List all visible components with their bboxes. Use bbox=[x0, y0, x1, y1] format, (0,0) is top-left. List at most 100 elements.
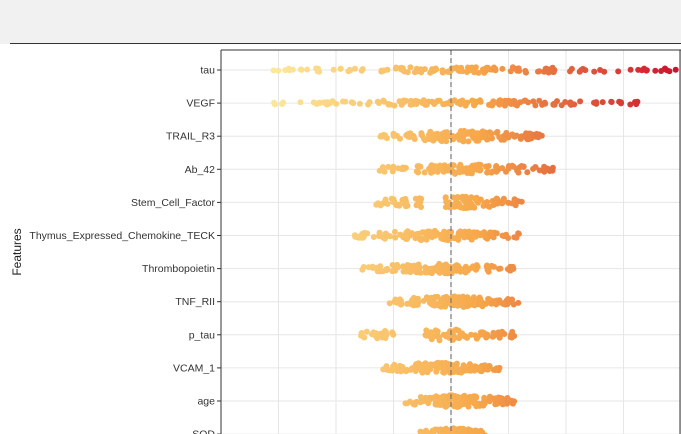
swarm-point bbox=[383, 266, 390, 273]
swarm-point bbox=[501, 331, 508, 337]
swarm-point bbox=[418, 204, 424, 210]
swarm-point bbox=[373, 201, 380, 208]
swarm-point bbox=[391, 228, 398, 235]
swarm-point bbox=[427, 69, 434, 76]
swarm-point bbox=[442, 399, 449, 406]
swarm-point bbox=[504, 132, 511, 139]
swarm-point bbox=[357, 234, 364, 241]
swarm-point bbox=[492, 401, 499, 408]
swarm-point bbox=[472, 195, 479, 202]
swarm-point bbox=[403, 229, 410, 236]
swarm-point bbox=[434, 301, 441, 308]
swarm-point bbox=[404, 264, 410, 271]
swarm-point bbox=[396, 98, 403, 105]
swarm-point bbox=[396, 362, 403, 369]
feature-swarm bbox=[386, 293, 522, 310]
swarm-point bbox=[455, 427, 461, 434]
swarm-point bbox=[434, 332, 441, 339]
swarm-point bbox=[484, 199, 490, 205]
swarm-point bbox=[450, 136, 457, 143]
swarm-point bbox=[481, 394, 488, 401]
swarm-point bbox=[374, 335, 381, 342]
swarm-point bbox=[599, 99, 606, 106]
y-tick-label: age bbox=[197, 396, 215, 408]
swarm-point bbox=[386, 300, 393, 307]
swarm-point bbox=[463, 202, 470, 208]
swarm-point bbox=[444, 129, 450, 136]
y-tick-label: SOD bbox=[192, 429, 215, 434]
swarm-point bbox=[484, 168, 491, 175]
swarm-point bbox=[473, 165, 480, 172]
swarm-point bbox=[627, 101, 634, 108]
swarm-point bbox=[389, 268, 396, 275]
swarm-point bbox=[663, 67, 670, 74]
swarm-point bbox=[403, 236, 410, 242]
swarm-point bbox=[340, 98, 346, 105]
swarm-point bbox=[632, 99, 638, 105]
swarm-point bbox=[417, 394, 424, 400]
swarm-point bbox=[509, 200, 516, 207]
swarm-point bbox=[409, 266, 416, 273]
swarm-point bbox=[436, 97, 443, 104]
swarm-point bbox=[532, 164, 539, 171]
swarm-point bbox=[486, 398, 493, 405]
swarm-point bbox=[426, 265, 433, 272]
swarm-point bbox=[409, 230, 416, 237]
swarm-point bbox=[597, 67, 604, 73]
swarm-point bbox=[297, 99, 304, 106]
swarm-point bbox=[480, 402, 487, 409]
swarm-point bbox=[568, 65, 575, 72]
swarm-point bbox=[464, 299, 471, 306]
swarm-point bbox=[427, 333, 434, 340]
feature-swarm bbox=[359, 260, 517, 277]
swarm-point bbox=[444, 68, 451, 75]
swarm-point bbox=[494, 200, 501, 207]
swarm-point bbox=[270, 67, 277, 74]
feature-swarm bbox=[377, 127, 545, 145]
swarm-point bbox=[427, 136, 434, 143]
swarm-point bbox=[275, 67, 282, 74]
swarm-point bbox=[453, 64, 460, 71]
swarm-point bbox=[424, 431, 431, 434]
swarm-point bbox=[384, 232, 391, 239]
swarm-point bbox=[533, 130, 540, 137]
swarm-point bbox=[380, 366, 387, 373]
swarm-point bbox=[397, 231, 404, 238]
swarm-point bbox=[473, 393, 480, 400]
swarm-point bbox=[658, 68, 665, 74]
swarm-point bbox=[392, 234, 399, 241]
swarm-point bbox=[466, 431, 473, 434]
swarm-point bbox=[591, 68, 598, 75]
swarm-point bbox=[418, 130, 425, 137]
swarm-point bbox=[504, 98, 511, 104]
swarm-point bbox=[535, 68, 541, 75]
swarm-point bbox=[499, 65, 506, 72]
swarm-point bbox=[447, 166, 454, 173]
swarm-point bbox=[453, 262, 460, 269]
swarm-point bbox=[446, 363, 453, 370]
swarm-point bbox=[411, 401, 418, 408]
swarm-point bbox=[465, 403, 472, 410]
swarm-point bbox=[501, 136, 507, 143]
swarm-point bbox=[498, 400, 505, 406]
swarm-point bbox=[407, 101, 414, 108]
swarm-point bbox=[396, 202, 403, 209]
swarm-point bbox=[434, 426, 440, 433]
swarm-point bbox=[440, 369, 447, 376]
swarm-point bbox=[437, 394, 444, 401]
swarm-point bbox=[608, 99, 615, 105]
swarm-point bbox=[383, 200, 390, 207]
swarm-point bbox=[543, 66, 550, 73]
swarm-point bbox=[466, 67, 473, 74]
top-toolbar-area bbox=[0, 0, 681, 44]
swarm-point bbox=[385, 101, 392, 107]
swarm-point bbox=[483, 334, 490, 341]
y-tick-label: Thymus_Expressed_Chemokine_TECK bbox=[29, 230, 215, 242]
swarm-point bbox=[363, 328, 370, 335]
swarm-point bbox=[494, 128, 501, 135]
swarm-point bbox=[550, 101, 557, 107]
swarm-point bbox=[549, 164, 556, 171]
swarm-point bbox=[455, 203, 462, 210]
swarm-point bbox=[513, 234, 520, 241]
